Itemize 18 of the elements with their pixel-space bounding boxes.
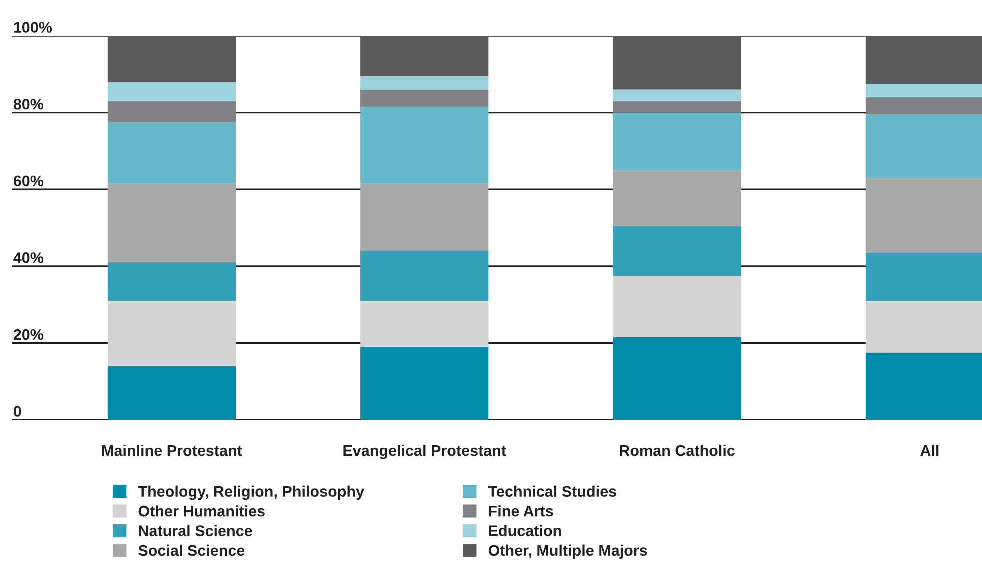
legend-label: Theology, Religion, Philosophy (138, 486, 364, 500)
legend-label: Social Science (138, 544, 245, 556)
legend-label: Fine Arts (489, 506, 554, 517)
y-tick-label: 60% (14, 176, 44, 187)
x-tick-label: Evangelical Protestant (344, 445, 506, 460)
legend-label: Education (489, 525, 562, 536)
y-tick-label: 100% (14, 22, 52, 33)
x-tick-label: All (920, 445, 939, 456)
y-tick-label: 20% (14, 329, 44, 340)
x-tick-label: Roman Catholic (620, 445, 735, 456)
legend-label: Other, Multiple Majors (488, 544, 648, 560)
y-tick-label: 0 (14, 406, 22, 417)
legend-label: Other Humanities (138, 506, 265, 517)
legend-label: Technical Studies (488, 486, 616, 498)
y-tick-label: 40% (14, 252, 44, 264)
legend-label: Natural Science (139, 525, 252, 536)
x-tick-label: Mainline Protestant (102, 445, 242, 456)
y-tick-label: 80% (14, 98, 44, 110)
